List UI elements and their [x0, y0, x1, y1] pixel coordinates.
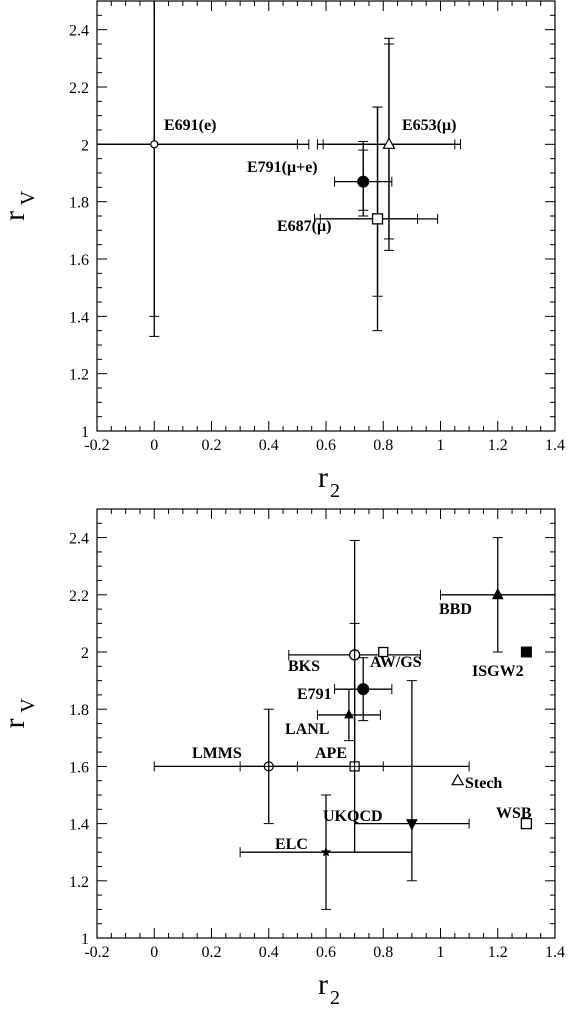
chart-panel-1: -0.2 0 0.2 0.4 0.6 0.8 1 1.2 1.4 1 1.2 1.4 1.6 1.8 2 2.…: [0, 0, 565, 502]
y-tick-label: 1.4: [69, 309, 89, 326]
data-point: E691(e): [97, 1, 310, 337]
x-tick-label: 1.4: [545, 944, 565, 961]
data-point: WSB: [496, 805, 533, 830]
y-tick-label: 2: [81, 137, 89, 154]
point-label: UKQCD: [323, 808, 383, 825]
x-tick-label: 0.8: [373, 944, 393, 961]
chart-panel-2: -0.2 0 0.2 0.4 0.6 0.8 1 1.2 1.4 1 1.2 1.4 1.6 1.8 2 2.…: [0, 508, 565, 1009]
x-tick-label: 0.4: [259, 944, 279, 961]
point-label: LANL: [285, 721, 329, 738]
x-axis-label: r: [318, 968, 328, 1001]
x-tick-label: 0.2: [202, 437, 222, 454]
point-marker: [520, 646, 532, 658]
data-point: AW/GS: [370, 646, 422, 671]
point-marker: [344, 708, 354, 719]
x-tick-label: 1.2: [488, 944, 508, 961]
data-point: ELC: [239, 794, 413, 910]
y-axis-label: r: [0, 211, 31, 221]
y-tick-label: 1.6: [69, 759, 89, 776]
point-label: APE: [315, 745, 347, 762]
y-tick-label: 1.8: [69, 702, 89, 719]
point-marker: [320, 846, 332, 857]
point-marker: [520, 817, 533, 830]
y-tick-label: 2: [81, 645, 89, 662]
data-point: E791: [297, 657, 393, 722]
y-tick-label: 1.2: [69, 874, 89, 891]
x-tick-label: 1.2: [488, 437, 508, 454]
y-tick-label: 2.4: [69, 23, 89, 40]
data-point: UKQCD: [323, 680, 470, 882]
data-point: LANL: [285, 688, 381, 742]
x-tick-label: 0.2: [202, 944, 222, 961]
y-tick-label: 1: [81, 424, 89, 441]
y-tick-label: 2.4: [69, 531, 89, 548]
y-tick-label: 1: [81, 931, 89, 948]
point-label: BBD: [439, 601, 472, 618]
data-point: BBD: [439, 537, 555, 653]
point-label: E687(μ): [277, 218, 331, 235]
point-label: E691(e): [164, 117, 216, 134]
x-tick-label: 0: [150, 437, 158, 454]
y-tick-label: 1.2: [69, 367, 89, 384]
point-marker: [491, 587, 504, 600]
x-tick-label: 1.4: [545, 437, 565, 454]
point-label: E791(μ+e): [247, 159, 318, 176]
point-label: WSB: [496, 805, 532, 822]
point-marker: [371, 213, 384, 225]
data-point: Stech: [451, 773, 502, 792]
x-tick-label: 0.4: [259, 437, 279, 454]
point-marker: [357, 175, 370, 188]
data-point: E791(μ+e): [247, 140, 393, 217]
data-point: E687(μ): [277, 106, 439, 332]
point-marker: [357, 683, 370, 696]
x-tick-label: 0.8: [373, 437, 393, 454]
y-tick-label: 2.2: [69, 80, 89, 97]
x-axis-label: r: [318, 461, 328, 494]
y-axis-label: r: [0, 719, 31, 729]
plot-frame: [96, 0, 556, 432]
x-tick-label: 1: [437, 437, 445, 454]
y-axis-label-subscript: V: [17, 698, 39, 713]
point-label: Stech: [465, 775, 502, 792]
point-marker: [378, 646, 389, 658]
data-point: APE: [268, 622, 470, 853]
y-tick-label: 1.6: [69, 252, 89, 269]
point-marker: [451, 773, 465, 786]
y-tick-label: 1.4: [69, 817, 89, 834]
point-marker: [382, 137, 396, 149]
y-axis-label-subscript: V: [17, 190, 39, 205]
x-axis-label-subscript: 2: [330, 987, 340, 1009]
point-label: E653(μ): [402, 117, 456, 134]
point-label: LMMS: [192, 745, 242, 762]
point-label: ELC: [275, 836, 308, 853]
y-tick-label: 1.8: [69, 195, 89, 212]
point-label: BKS: [288, 658, 320, 675]
x-axis-label-subscript: 2: [330, 480, 340, 502]
data-point: E653(μ): [316, 37, 462, 251]
x-tick-label: 0.6: [316, 944, 336, 961]
x-tick-label: 0: [150, 944, 158, 961]
x-tick-label: 1: [437, 944, 445, 961]
data-point: ISGW2: [472, 646, 532, 680]
x-tick-label: -0.2: [84, 944, 109, 961]
point-label: ISGW2: [472, 663, 524, 680]
point-marker: [150, 140, 159, 149]
point-label: AW/GS: [370, 654, 422, 671]
point-marker: [406, 819, 418, 831]
x-tick-label: -0.2: [84, 437, 109, 454]
y-tick-label: 2.2: [69, 588, 89, 605]
point-label: E791: [297, 686, 332, 703]
x-tick-label: 0.6: [316, 437, 336, 454]
